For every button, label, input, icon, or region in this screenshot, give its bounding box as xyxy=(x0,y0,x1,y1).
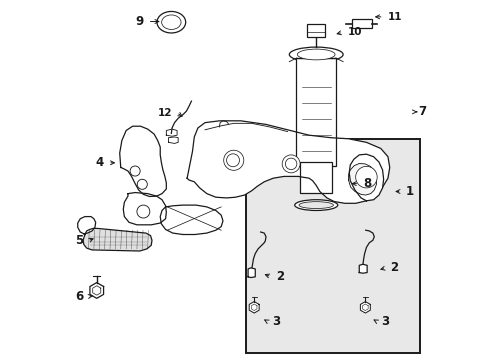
Circle shape xyxy=(137,205,149,218)
Text: 8: 8 xyxy=(363,177,371,190)
Ellipse shape xyxy=(157,12,185,33)
Text: 3: 3 xyxy=(271,315,280,328)
Polygon shape xyxy=(348,163,376,195)
Text: 2: 2 xyxy=(275,270,283,283)
Bar xyxy=(300,162,332,193)
Circle shape xyxy=(226,154,239,167)
Polygon shape xyxy=(249,302,259,313)
Polygon shape xyxy=(168,137,178,143)
Bar xyxy=(296,58,335,166)
Circle shape xyxy=(282,155,300,173)
Text: 4: 4 xyxy=(96,156,104,169)
Ellipse shape xyxy=(298,202,333,208)
Text: 6: 6 xyxy=(75,290,83,303)
Circle shape xyxy=(223,150,244,170)
Text: 12: 12 xyxy=(157,108,172,118)
Polygon shape xyxy=(160,205,223,234)
Text: 11: 11 xyxy=(387,12,402,22)
Text: 3: 3 xyxy=(381,315,389,328)
Text: 2: 2 xyxy=(389,261,398,274)
Ellipse shape xyxy=(297,49,334,60)
Polygon shape xyxy=(83,228,152,251)
Polygon shape xyxy=(123,193,166,225)
Ellipse shape xyxy=(294,200,337,211)
Text: 7: 7 xyxy=(417,105,426,118)
Polygon shape xyxy=(90,283,103,298)
Text: 1: 1 xyxy=(405,185,413,198)
Circle shape xyxy=(285,158,296,170)
Ellipse shape xyxy=(162,15,181,30)
Text: 5: 5 xyxy=(75,234,83,247)
Bar xyxy=(306,24,325,37)
Polygon shape xyxy=(187,121,389,203)
Polygon shape xyxy=(348,154,383,201)
Text: 9: 9 xyxy=(135,15,143,28)
Polygon shape xyxy=(247,268,255,278)
Circle shape xyxy=(355,166,376,188)
Bar xyxy=(246,139,419,353)
Polygon shape xyxy=(120,126,166,197)
Polygon shape xyxy=(359,264,366,273)
Bar xyxy=(351,19,371,28)
Circle shape xyxy=(137,179,147,189)
Polygon shape xyxy=(166,129,177,136)
Circle shape xyxy=(130,166,140,176)
Text: 10: 10 xyxy=(346,27,361,37)
Ellipse shape xyxy=(289,47,343,62)
Polygon shape xyxy=(78,217,96,234)
Polygon shape xyxy=(360,302,369,313)
